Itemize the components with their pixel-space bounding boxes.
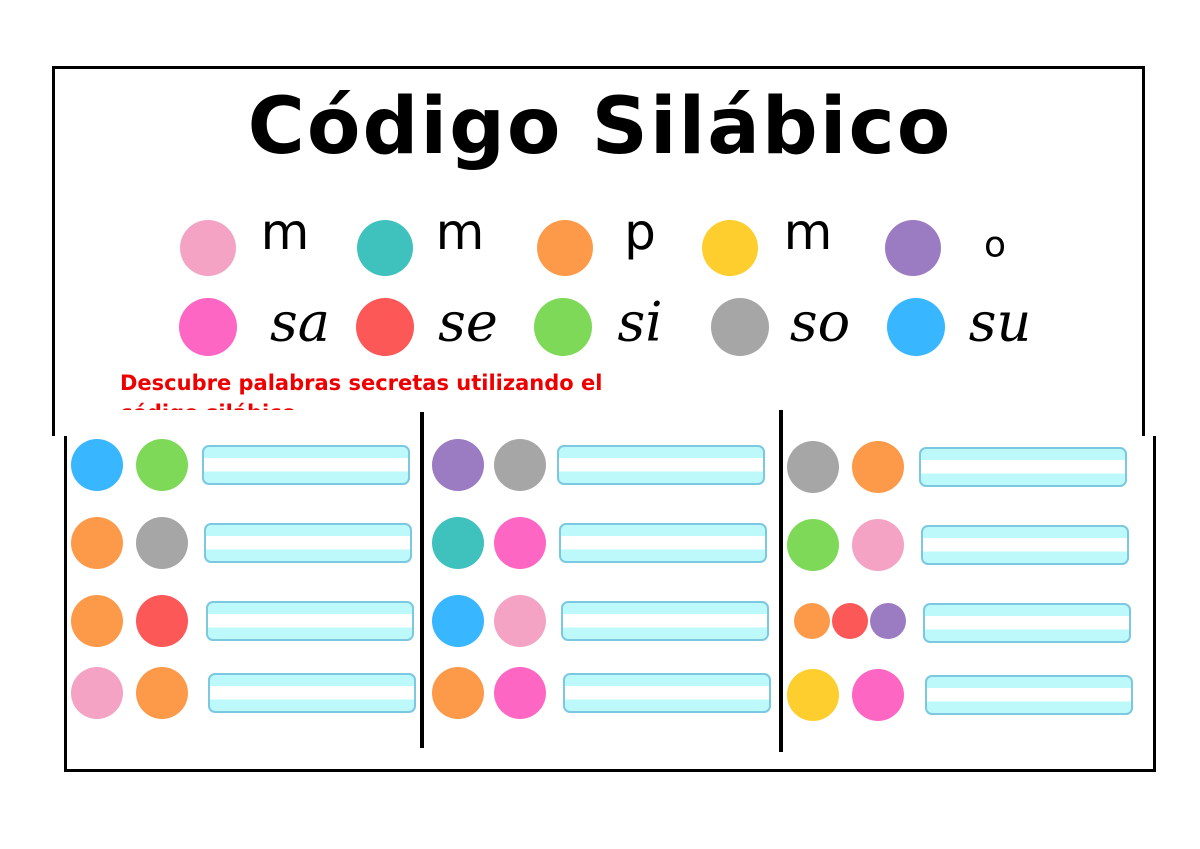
answer-field[interactable] — [204, 523, 412, 563]
legend-syllable: si — [617, 290, 663, 354]
clue-dot-orange — [852, 441, 904, 493]
clue-dot-magenta — [494, 667, 546, 719]
clue-dot-blue — [432, 595, 484, 647]
clue-dot-pink — [494, 595, 546, 647]
border-right — [1142, 66, 1145, 436]
legend-syllable: so — [789, 290, 851, 354]
legend-letter: o — [983, 224, 1007, 266]
legend-syllable: sa — [270, 290, 330, 354]
clue-dot-gray — [494, 439, 546, 491]
instruction-text: Descubre palabras secretas utilizando el… — [120, 371, 603, 410]
clue-dot-orange — [794, 603, 830, 639]
color-dot-red — [356, 298, 414, 356]
clue-dot-blue — [71, 439, 123, 491]
legend-syllable: su — [968, 290, 1032, 354]
clue-dot-purple — [870, 603, 906, 639]
clue-dot-gray — [787, 441, 839, 493]
color-dot-gray — [711, 298, 769, 356]
legend-letter: m — [260, 203, 310, 261]
answer-field[interactable] — [208, 673, 416, 713]
clue-dot-teal — [432, 517, 484, 569]
clue-dot-red — [832, 603, 868, 639]
answer-field[interactable] — [557, 445, 765, 485]
clue-dot-gray — [136, 517, 188, 569]
clue-dot-purple — [432, 439, 484, 491]
answer-field[interactable] — [923, 603, 1131, 643]
color-dot-green — [534, 298, 592, 356]
answer-field[interactable] — [206, 601, 414, 641]
page-title: Código Silábico — [247, 82, 953, 172]
legend-letter: m — [783, 203, 833, 261]
border-left-lower — [64, 436, 67, 772]
clue-dot-orange — [71, 595, 123, 647]
clue-dot-green — [787, 519, 839, 571]
legend-letter: p — [624, 203, 656, 261]
clue-dot-magenta — [852, 669, 904, 721]
color-dot-purple — [885, 220, 941, 276]
legend-syllable: se — [438, 290, 498, 354]
color-dot-teal — [357, 220, 413, 276]
border-left — [52, 66, 55, 436]
answer-field[interactable] — [561, 601, 769, 641]
clue-dot-yellow — [787, 669, 839, 721]
answer-field[interactable] — [921, 525, 1129, 565]
border-top — [52, 66, 1142, 69]
answer-field[interactable] — [925, 675, 1133, 715]
clue-dot-green — [136, 439, 188, 491]
answer-field[interactable] — [202, 445, 410, 485]
answer-field[interactable] — [559, 523, 767, 563]
column-divider — [779, 410, 783, 752]
clue-dot-orange — [71, 517, 123, 569]
answer-field[interactable] — [919, 447, 1127, 487]
border-bottom — [66, 769, 1156, 772]
legend-letter: m — [435, 203, 485, 261]
clue-dot-orange — [432, 667, 484, 719]
color-dot-pink — [180, 220, 236, 276]
clue-dot-magenta — [494, 517, 546, 569]
column-divider — [420, 412, 424, 748]
answer-field[interactable] — [563, 673, 771, 713]
color-dot-yellow — [702, 220, 758, 276]
color-dot-blue — [887, 298, 945, 356]
border-right-lower — [1153, 436, 1156, 772]
clue-dot-red — [136, 595, 188, 647]
clue-dot-orange — [136, 667, 188, 719]
clue-dot-pink — [71, 667, 123, 719]
color-dot-orange — [537, 220, 593, 276]
color-dot-magenta — [179, 298, 237, 356]
clue-dot-pink — [852, 519, 904, 571]
